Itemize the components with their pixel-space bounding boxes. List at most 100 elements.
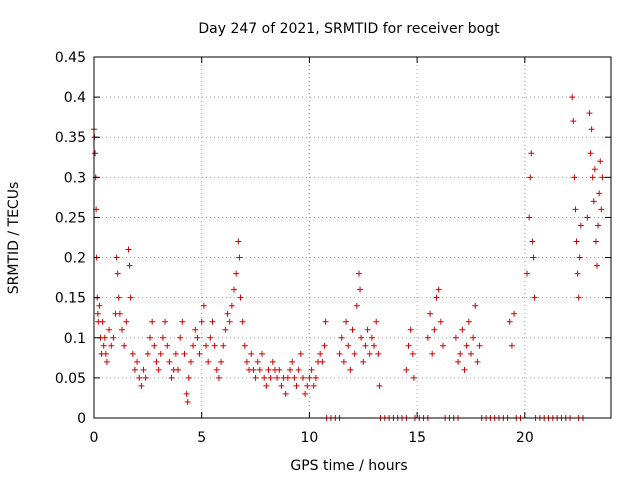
data-point [94, 310, 101, 317]
data-point [183, 390, 190, 397]
data-point [121, 342, 128, 349]
data-point [256, 366, 263, 373]
data-point [215, 374, 222, 381]
data-point [572, 206, 579, 213]
data-point [129, 350, 136, 357]
data-point [239, 318, 246, 325]
data-point [530, 254, 537, 261]
data-point [433, 294, 440, 301]
data-point [162, 318, 169, 325]
data-point [588, 126, 595, 133]
data-point [591, 166, 598, 173]
data-point [527, 174, 534, 181]
data-point [237, 294, 244, 301]
series-srmtid [91, 94, 606, 421]
data-point [528, 150, 535, 157]
data-point [576, 254, 583, 261]
x-axis-label: GPS time / hours [290, 458, 407, 474]
data-point [343, 318, 350, 325]
data-point [595, 222, 602, 229]
data-point [375, 350, 382, 357]
data-point [439, 342, 446, 349]
data-point [362, 342, 369, 349]
data-point [177, 334, 184, 341]
y-tick-label: 0 [77, 411, 86, 427]
data-point [357, 286, 364, 293]
x-tick-label: 0 [90, 430, 99, 446]
data-point [598, 206, 605, 213]
data-point [293, 382, 300, 389]
data-point [577, 222, 584, 229]
data-point [140, 366, 147, 373]
data-point [200, 302, 207, 309]
data-point [575, 294, 582, 301]
data-point [584, 214, 591, 221]
y-tick-label: 0.4 [64, 90, 86, 106]
data-point [506, 318, 513, 325]
data-point [345, 342, 352, 349]
data-point [252, 374, 259, 381]
data-point [192, 326, 199, 333]
data-point [108, 342, 115, 349]
data-point [452, 334, 459, 341]
data-point [297, 350, 304, 357]
data-point [338, 334, 345, 341]
chart-title: Day 247 of 2021, SRMTID for receiver bog… [198, 21, 500, 37]
data-point [205, 358, 212, 365]
data-point [110, 334, 117, 341]
data-point [465, 318, 472, 325]
data-point [424, 334, 431, 341]
grid-lines [94, 57, 611, 418]
data-point [233, 270, 240, 277]
data-point [241, 342, 248, 349]
data-point [282, 390, 289, 397]
data-point [92, 150, 99, 157]
data-point [360, 358, 367, 365]
data-point [198, 318, 205, 325]
data-point [103, 358, 110, 365]
data-point [123, 318, 130, 325]
data-point [511, 310, 518, 317]
data-point [243, 358, 250, 365]
data-point [349, 326, 356, 333]
data-point [261, 374, 268, 381]
data-point [529, 238, 536, 245]
data-point [181, 350, 188, 357]
data-point [157, 350, 164, 357]
y-tick-label: 0.2 [64, 251, 86, 267]
data-point [353, 302, 360, 309]
data-point [570, 118, 577, 125]
x-tick-label: 15 [408, 430, 426, 446]
data-point [224, 310, 231, 317]
data-point [407, 326, 414, 333]
data-point [254, 358, 261, 365]
data-point [166, 358, 173, 365]
data-point [164, 342, 171, 349]
data-point [231, 286, 238, 293]
data-point [267, 374, 274, 381]
data-point [213, 366, 220, 373]
data-point [368, 334, 375, 341]
data-point [196, 350, 203, 357]
data-point [222, 326, 229, 333]
data-point [340, 358, 347, 365]
data-point [236, 254, 243, 261]
data-point [474, 358, 481, 365]
data-point [159, 334, 166, 341]
data-point [569, 94, 576, 101]
data-point [308, 366, 315, 373]
data-point [427, 310, 434, 317]
data-point [248, 350, 255, 357]
data-point [235, 238, 242, 245]
data-point [149, 318, 156, 325]
y-tick-label: 0.25 [55, 210, 86, 226]
data-point [302, 390, 309, 397]
data-point [366, 350, 373, 357]
data-point [131, 366, 138, 373]
data-point [100, 342, 107, 349]
data-points [91, 94, 606, 421]
data-point [274, 374, 281, 381]
y-tick-label: 0.35 [55, 130, 86, 146]
data-point [409, 350, 416, 357]
